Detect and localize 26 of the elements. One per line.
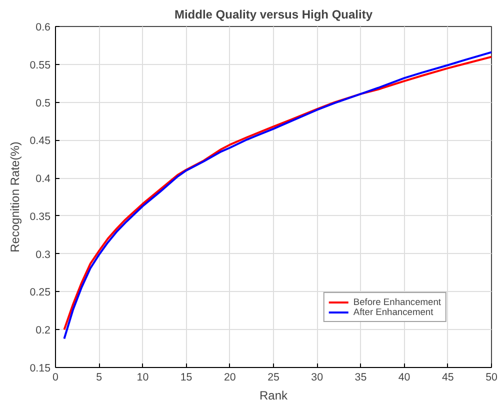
y-tick-label: 0.25 [30, 286, 51, 299]
y-tick-label: 0.4 [36, 173, 51, 186]
y-tick-label: 0.45 [30, 135, 51, 148]
x-tick-label: 15 [180, 372, 192, 384]
y-tick-label: 0.2 [36, 324, 51, 337]
x-tick-label: 25 [268, 372, 280, 384]
legend-label: Before Enhancement [353, 297, 441, 307]
y-axis-title: Recognition Rate(%) [8, 142, 22, 252]
y-tick-label: 0.6 [36, 22, 51, 34]
x-tick-label: 50 [486, 372, 498, 384]
x-tick-label: 5 [96, 372, 102, 384]
x-tick-label: 35 [354, 372, 367, 384]
legend-label: After Enhancement [353, 307, 434, 317]
x-tick-label: 40 [398, 372, 410, 384]
x-tick-label: 0 [52, 372, 59, 384]
x-tick-label: 30 [311, 372, 324, 384]
y-tick-label: 0.5 [36, 97, 51, 110]
y-tick-label: 0.55 [30, 59, 51, 72]
y-tick-label: 0.15 [30, 362, 51, 374]
y-tick-label: 0.3 [36, 248, 51, 261]
x-tick-label: 45 [442, 372, 454, 384]
x-axis-title: Rank [259, 388, 289, 402]
y-tick-label: 0.35 [30, 210, 51, 223]
x-tick-label: 20 [224, 372, 236, 384]
x-tick-label: 10 [136, 372, 149, 384]
chart-title: Middle Quality versus High Quality [174, 8, 373, 22]
